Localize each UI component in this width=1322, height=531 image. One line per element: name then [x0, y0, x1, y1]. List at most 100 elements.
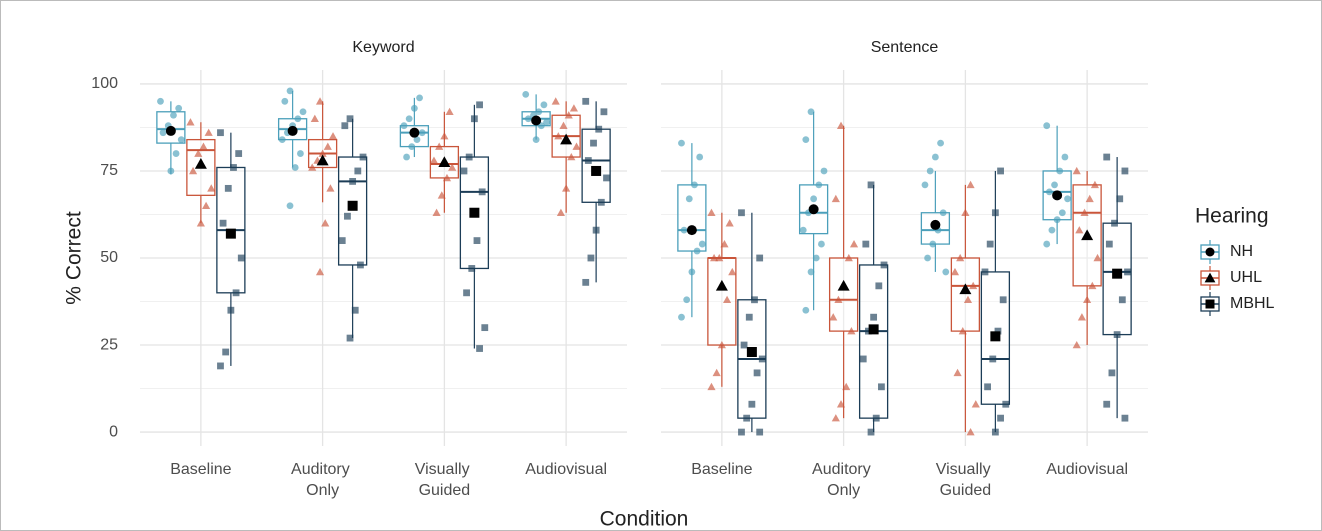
- mean-marker: [560, 133, 573, 145]
- x-tick-label: Visually Guided: [415, 461, 474, 499]
- point: [986, 240, 994, 248]
- point: [567, 152, 576, 161]
- point: [207, 184, 216, 192]
- point: [691, 181, 698, 189]
- point: [351, 306, 359, 314]
- legend-marker: [1205, 299, 1215, 309]
- point: [559, 121, 568, 129]
- point: [1058, 209, 1066, 217]
- point: [1051, 181, 1058, 189]
- point: [405, 115, 413, 123]
- point: [1072, 166, 1081, 175]
- point: [878, 383, 885, 391]
- point: [844, 253, 853, 262]
- point: [831, 414, 840, 422]
- point: [1083, 295, 1092, 304]
- point: [1061, 153, 1069, 161]
- point: [1093, 253, 1102, 262]
- point: [997, 414, 1004, 422]
- point: [929, 240, 937, 248]
- y-tick-label: 100: [91, 75, 118, 92]
- point: [418, 129, 426, 137]
- point: [836, 121, 846, 129]
- point: [956, 253, 965, 262]
- point: [1043, 240, 1051, 248]
- point: [1072, 340, 1081, 349]
- point: [413, 136, 421, 144]
- point: [572, 142, 581, 150]
- point: [445, 107, 454, 116]
- point: [235, 150, 243, 157]
- point: [748, 400, 756, 408]
- point: [707, 382, 716, 391]
- point: [308, 163, 317, 171]
- point: [323, 142, 332, 150]
- point: [707, 208, 716, 217]
- legend-label: MBHL: [1230, 295, 1275, 312]
- point: [522, 90, 530, 98]
- point: [953, 368, 962, 377]
- mean-marker: [316, 154, 329, 166]
- point: [600, 108, 608, 116]
- mean-marker: [930, 219, 941, 230]
- point: [551, 97, 560, 105]
- point: [473, 237, 481, 244]
- point: [532, 136, 540, 144]
- point: [831, 194, 840, 203]
- point: [997, 167, 1004, 175]
- point: [756, 428, 764, 436]
- point: [344, 212, 351, 220]
- point: [939, 209, 947, 217]
- y-tick-label: 25: [100, 336, 118, 353]
- x-tick-label: Auditory Only: [291, 461, 354, 499]
- point: [481, 324, 489, 332]
- point: [562, 184, 571, 192]
- point: [966, 180, 975, 189]
- point: [222, 348, 230, 356]
- point: [199, 142, 208, 150]
- point: [880, 261, 888, 269]
- point: [603, 174, 610, 182]
- point: [299, 108, 307, 116]
- point: [738, 428, 745, 436]
- point: [294, 115, 302, 123]
- point: [685, 195, 693, 203]
- point: [802, 306, 810, 314]
- point: [188, 166, 198, 175]
- legend-title: Hearing: [1195, 205, 1269, 228]
- mean-marker: [409, 127, 420, 138]
- mean-marker: [469, 207, 480, 218]
- point: [435, 142, 444, 150]
- point: [875, 282, 883, 290]
- point: [807, 268, 815, 276]
- point: [942, 268, 950, 276]
- point: [590, 139, 597, 147]
- point: [1105, 240, 1113, 248]
- point: [836, 400, 846, 408]
- x-tick-label: Auditory Only: [812, 461, 875, 499]
- x-tick-label: Baseline: [170, 461, 231, 478]
- mean-marker: [837, 279, 850, 291]
- point: [437, 191, 446, 199]
- point: [971, 400, 980, 408]
- point: [678, 313, 685, 321]
- point: [224, 184, 232, 192]
- point: [994, 327, 1002, 335]
- point: [696, 153, 704, 161]
- point: [950, 267, 960, 276]
- point: [230, 164, 237, 171]
- point: [321, 219, 330, 227]
- box: [858, 264, 889, 419]
- point: [722, 295, 732, 304]
- box: [677, 184, 707, 252]
- point: [416, 94, 423, 102]
- point: [921, 181, 929, 189]
- point: [991, 428, 999, 436]
- point: [359, 153, 367, 161]
- x-axis-title: Condition: [600, 508, 689, 531]
- point: [326, 184, 335, 192]
- point: [1002, 400, 1010, 408]
- point: [815, 181, 823, 189]
- point: [465, 153, 473, 161]
- point: [468, 265, 476, 272]
